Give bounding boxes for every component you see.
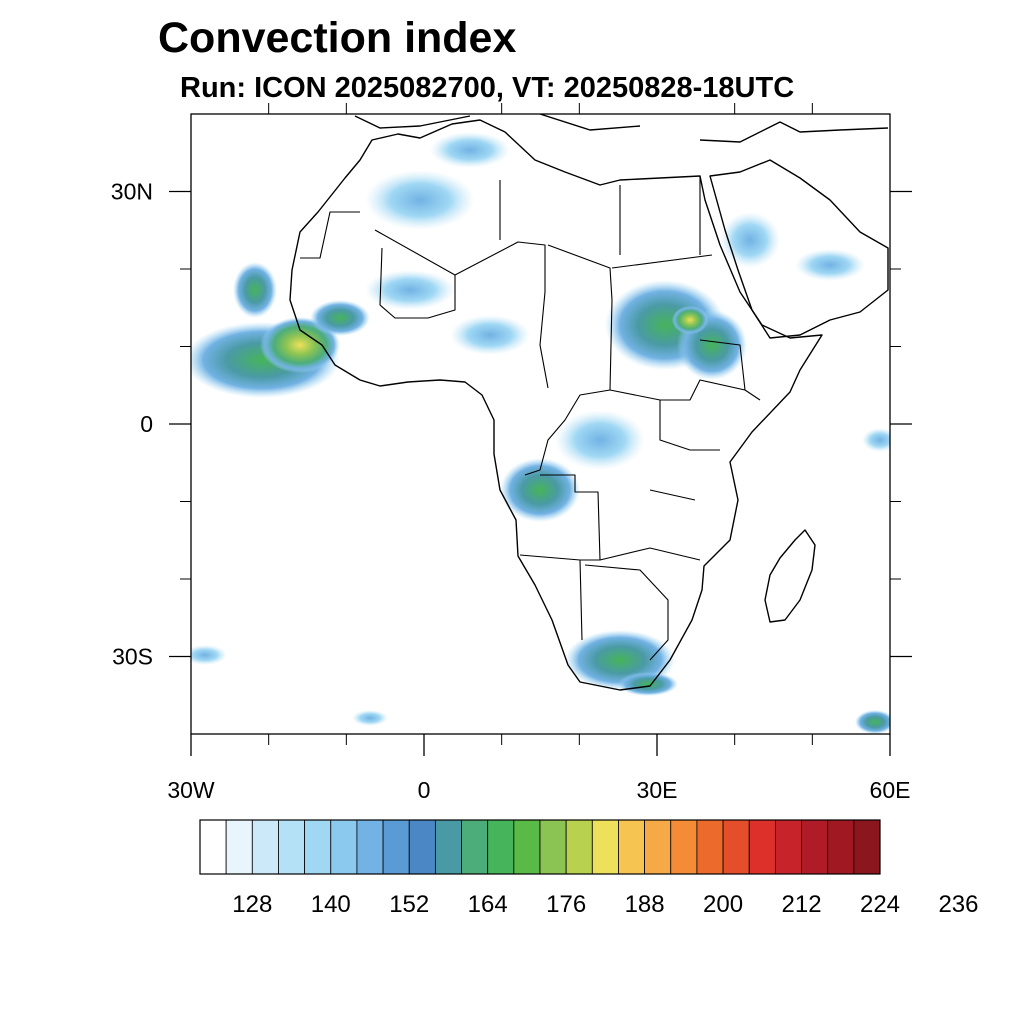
convection-area-southeast: [855, 710, 890, 734]
colorbar-label: 128: [232, 891, 272, 918]
europe-coastline: [354, 114, 889, 143]
colorbar-frame: [199, 819, 881, 875]
convection-area-indian-ocean: [862, 428, 890, 452]
colorbar-label: 176: [546, 891, 586, 918]
colorbar-swatch: [304, 819, 332, 875]
chart-title: Convection index: [158, 14, 517, 62]
madagascar-coastline: [764, 529, 816, 623]
convection-area-congo: [500, 458, 580, 522]
colorbar-swatch: [330, 819, 358, 875]
convection-area-arabia: [795, 249, 865, 281]
colorbar-swatch: [278, 819, 306, 875]
y-tick-label: 30S: [112, 644, 153, 670]
convection-area-cape: [618, 672, 678, 696]
x-tick-label: 0: [418, 777, 431, 803]
colorbar-swatch: [696, 819, 724, 875]
convection-area-sahel: [365, 270, 455, 310]
convection-field: [191, 132, 890, 734]
convection-area-senegal: [233, 262, 277, 318]
colorbar-swatch: [565, 819, 593, 875]
colorbar-swatch: [591, 819, 619, 875]
colorbar-swatch: [539, 819, 567, 875]
colorbar-label: 212: [782, 891, 822, 918]
colorbar-swatch: [408, 819, 436, 875]
convection-area-nigeria: [450, 315, 530, 355]
colorbar-swatch: [513, 819, 541, 875]
colorbar-swatch: [225, 819, 253, 875]
convection-area-algeria: [430, 132, 510, 168]
x-tick-label: 30W: [167, 777, 215, 803]
africa-coastline: [289, 119, 823, 691]
colorbar-swatch: [670, 819, 698, 875]
colorbar-swatch: [801, 819, 829, 875]
colorbar-swatch: [644, 819, 672, 875]
convection-area-sahara-north: [365, 170, 475, 230]
map-frame: [190, 113, 891, 735]
colorbar-label: 140: [311, 891, 351, 918]
colorbar-swatch: [382, 819, 410, 875]
chart-subtitle: Run: ICON 2025082700, VT: 20250828-18UTC: [180, 72, 795, 104]
y-tick-label: 0: [140, 411, 153, 437]
colorbar-label: 188: [625, 891, 665, 918]
colorbar-swatch: [461, 819, 489, 875]
colorbar-swatch: [199, 819, 227, 875]
colorbar-swatch: [827, 819, 855, 875]
convection-core-sudan: [672, 306, 708, 334]
colorbar-label: 152: [389, 891, 429, 918]
y-tick-label: 30N: [111, 179, 153, 205]
colorbar-swatch: [434, 819, 462, 875]
colorbar-swatch: [356, 819, 384, 875]
colorbar-label: 236: [938, 891, 978, 918]
convection-area-mali: [310, 300, 370, 336]
country-borders: [300, 176, 761, 661]
colorbar-swatch: [722, 819, 750, 875]
arabia-coastline: [709, 159, 889, 339]
colorbar-label: 200: [703, 891, 743, 918]
convection-area-central-africa: [555, 410, 645, 470]
colorbar-swatch: [251, 819, 279, 875]
colorbar-swatch: [853, 819, 881, 875]
colorbar-label: 164: [468, 891, 508, 918]
coastlines-borders: [289, 114, 889, 691]
convection-area-south-atlantic: [191, 645, 227, 665]
colorbar-label: 224: [860, 891, 900, 918]
colorbar-swatch: [774, 819, 802, 875]
convection-area-red-sea: [720, 212, 780, 268]
convection-area-southern-ocean: [352, 710, 388, 726]
colorbar-swatch: [618, 819, 646, 875]
x-tick-label: 60E: [870, 777, 911, 803]
colorbar-swatch: [487, 819, 515, 875]
x-tick-label: 30E: [637, 777, 678, 803]
colorbar-swatch: [748, 819, 776, 875]
